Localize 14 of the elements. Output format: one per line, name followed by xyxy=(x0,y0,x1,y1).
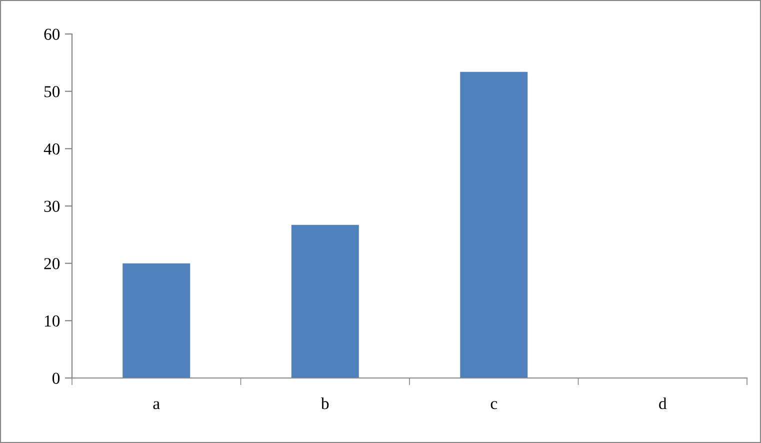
y-tick-label: 50 xyxy=(44,86,60,98)
y-tick-label: 10 xyxy=(44,315,60,327)
y-tick-label: 60 xyxy=(44,28,60,40)
x-tick-label: d xyxy=(659,397,667,410)
x-tick-label: a xyxy=(153,401,160,410)
bar xyxy=(460,72,528,378)
y-tick-label: 0 xyxy=(52,372,60,384)
y-tick-label: 40 xyxy=(44,143,60,155)
bar xyxy=(291,224,359,378)
y-tick-label: 20 xyxy=(44,258,60,270)
y-tick-label: 30 xyxy=(44,200,60,212)
x-tick-label: c xyxy=(490,401,498,410)
x-tick-label: b xyxy=(320,397,329,410)
bar xyxy=(122,263,190,378)
